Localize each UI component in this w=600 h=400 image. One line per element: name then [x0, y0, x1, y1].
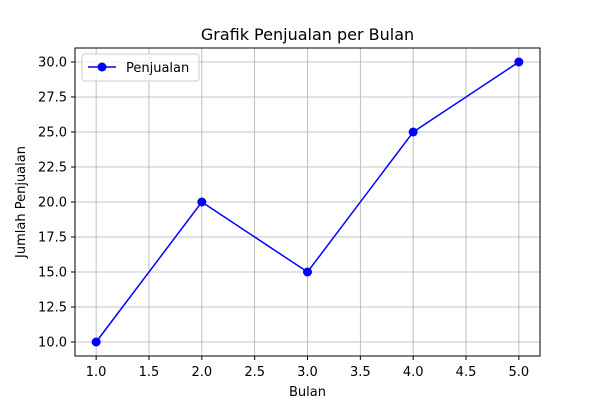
x-tick-label: 3.5 [350, 365, 371, 380]
x-tick-label: 5.0 [509, 365, 530, 380]
legend-label: Penjualan [126, 61, 189, 76]
y-axis-label: Jumlah Penjualan [14, 146, 29, 259]
y-tick-label: 20.0 [38, 196, 67, 211]
y-tick-label: 15.0 [38, 266, 67, 281]
x-tick-label: 2.5 [244, 365, 265, 380]
x-axis-ticks: 1.0 1.5 2.0 2.5 3.0 3.5 4.0 4.5 5.0 [86, 356, 529, 380]
y-axis-ticks: 10.0 12.5 15.0 17.5 20.0 22.5 25.0 27.5 30.0 [38, 56, 75, 351]
y-tick-label: 30.0 [38, 56, 67, 71]
grid-lines [75, 48, 540, 356]
x-axis-label: Bulan [289, 385, 326, 400]
y-tick-label: 12.5 [38, 301, 67, 316]
y-tick-label: 27.5 [38, 91, 67, 106]
data-point [514, 57, 524, 67]
x-tick-label: 3.0 [297, 365, 318, 380]
x-tick-label: 2.0 [191, 365, 212, 380]
data-point [91, 337, 101, 347]
data-point [408, 127, 418, 137]
chart-title: Grafik Penjualan per Bulan [201, 25, 414, 44]
legend: Penjualan [81, 53, 200, 82]
y-tick-label: 22.5 [38, 161, 67, 176]
x-tick-label: 4.0 [403, 365, 424, 380]
legend-box [81, 53, 200, 82]
y-tick-label: 17.5 [38, 231, 67, 246]
x-tick-label: 1.0 [86, 365, 107, 380]
x-tick-label: 1.5 [139, 365, 160, 380]
data-point [197, 197, 207, 207]
series-layer [91, 57, 524, 347]
y-tick-label: 10.0 [38, 336, 67, 351]
data-point [303, 267, 312, 277]
x-tick-label: 4.5 [456, 365, 477, 380]
legend-marker [97, 62, 107, 72]
y-tick-label: 25.0 [38, 126, 67, 141]
